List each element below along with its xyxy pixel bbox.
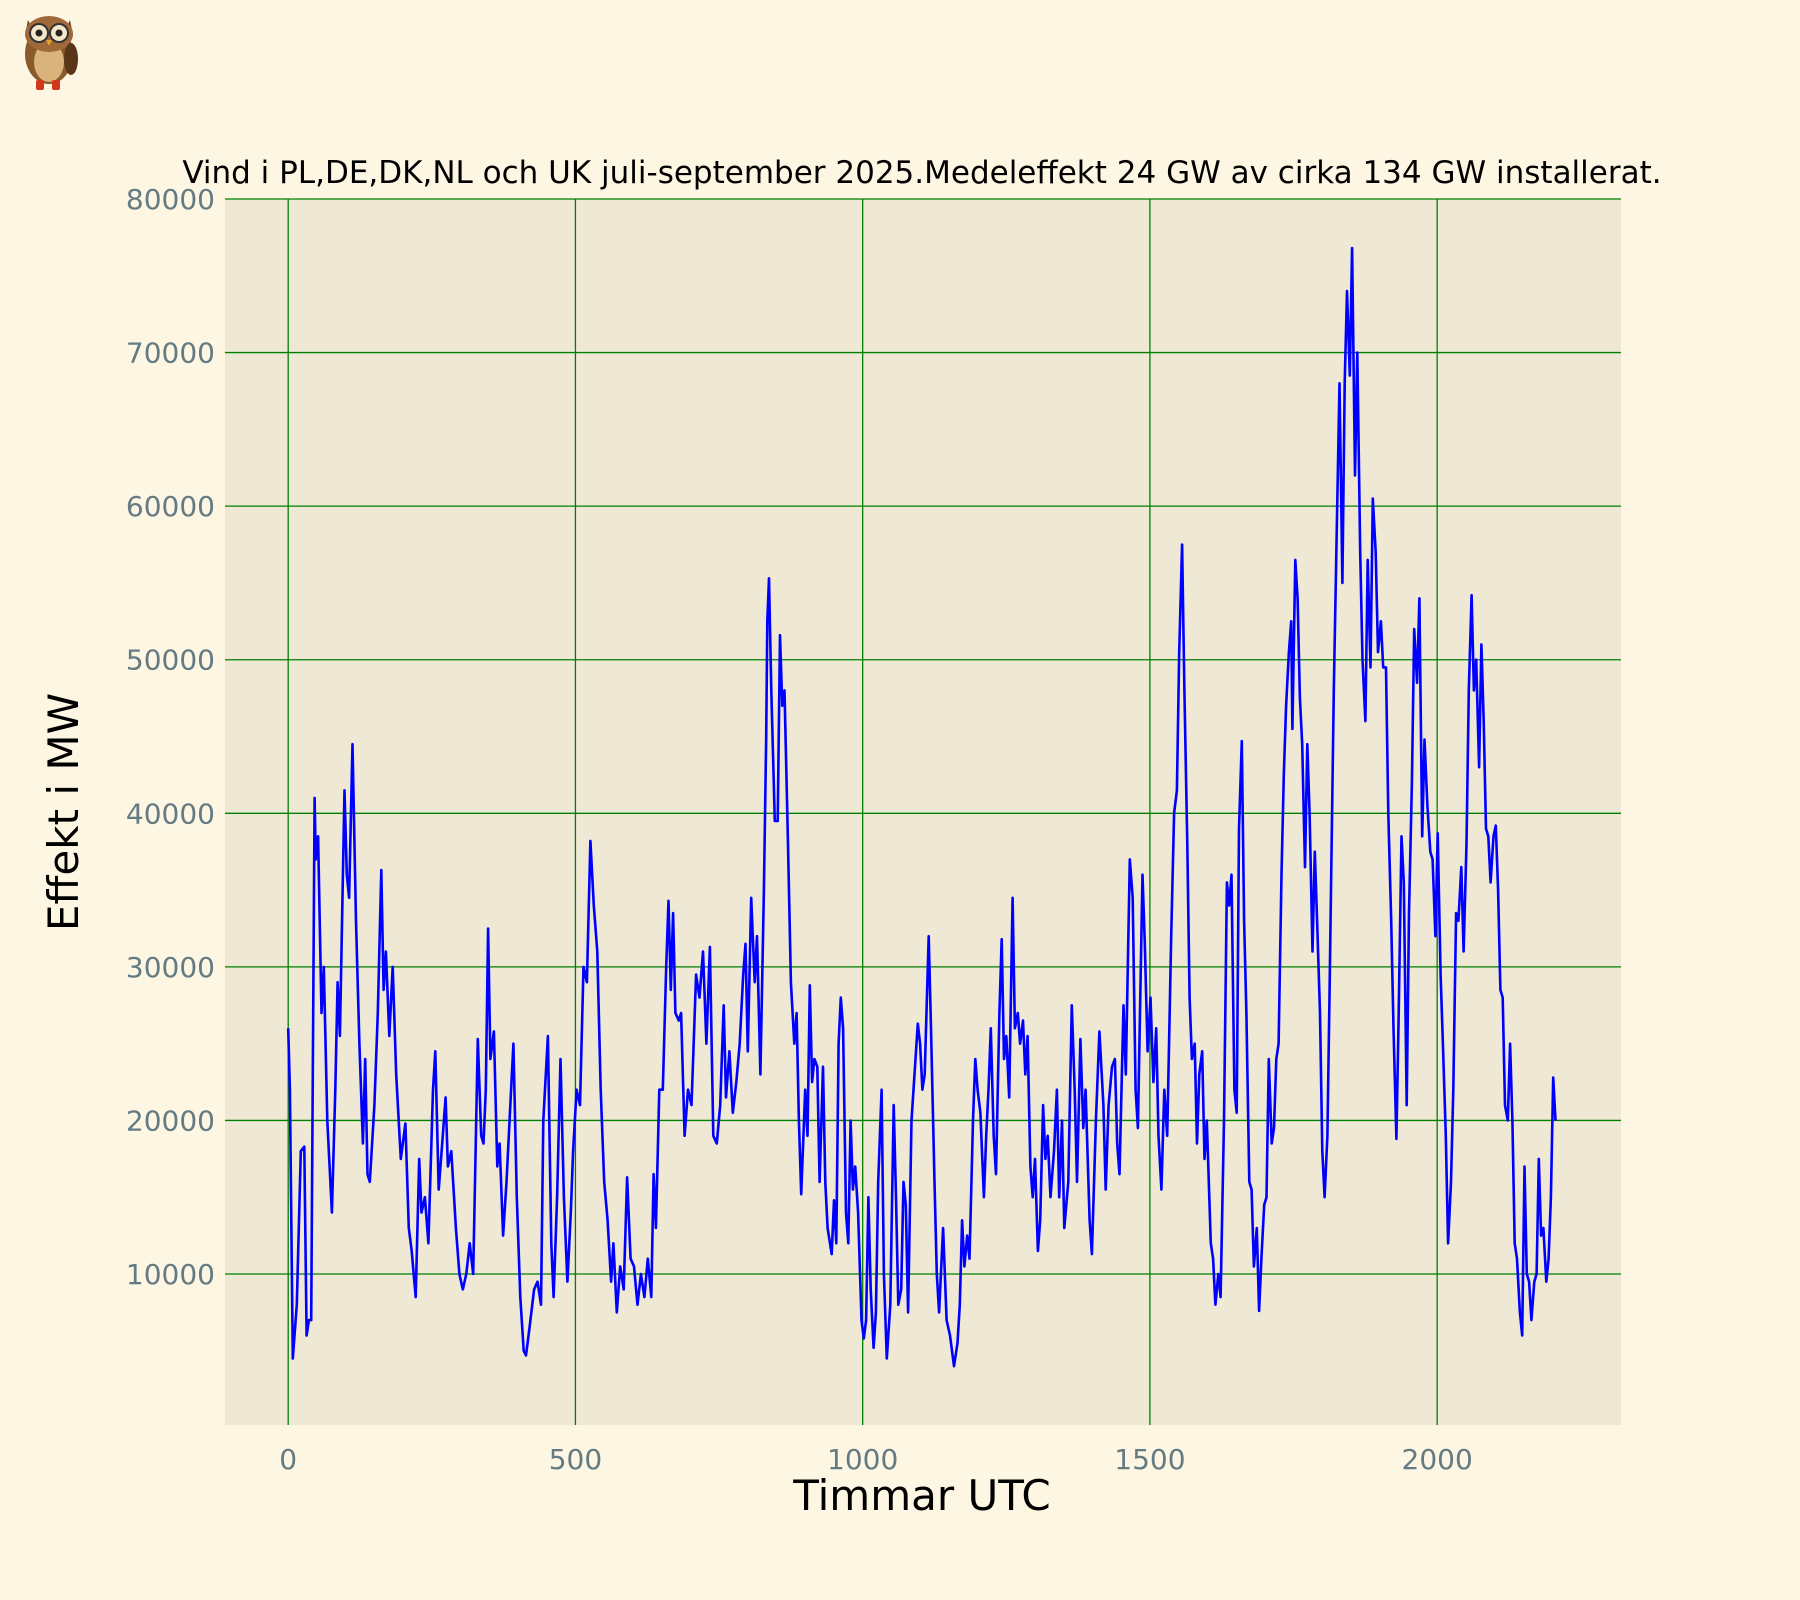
- series-line-vind: [286, 246, 1557, 1368]
- y-tick-label: 50000: [126, 644, 215, 677]
- y-tick-label: 20000: [126, 1104, 215, 1137]
- y-tick-label: 80000: [126, 183, 215, 216]
- x-axis-ticks: 0 500 1000 1500 2000: [279, 1443, 1473, 1476]
- y-tick-label: 40000: [126, 797, 215, 830]
- x-tick-label: 0: [279, 1443, 297, 1476]
- x-tick-label: 2000: [1402, 1443, 1473, 1476]
- x-axis-label: Timmar UTC: [792, 1471, 1050, 1520]
- x-tick-label: 500: [549, 1443, 602, 1476]
- y-axis-label: Effekt i MW: [39, 693, 88, 931]
- x-tick-label: 1500: [1114, 1443, 1185, 1476]
- y-tick-label: 30000: [126, 951, 215, 984]
- chart-title: Vind i PL,DE,DK,NL och UK juli-september…: [182, 155, 1661, 191]
- y-tick-label: 70000: [126, 337, 215, 370]
- grid-lines: [225, 198, 1621, 1425]
- owl-logo-icon: [25, 16, 78, 90]
- y-tick-label: 60000: [126, 490, 215, 523]
- x-tick-label: 1000: [827, 1443, 898, 1476]
- y-axis-ticks: 10000 20000 30000 40000 50000 60000 70000 80000: [126, 183, 215, 1291]
- y-tick-label: 10000: [126, 1258, 215, 1291]
